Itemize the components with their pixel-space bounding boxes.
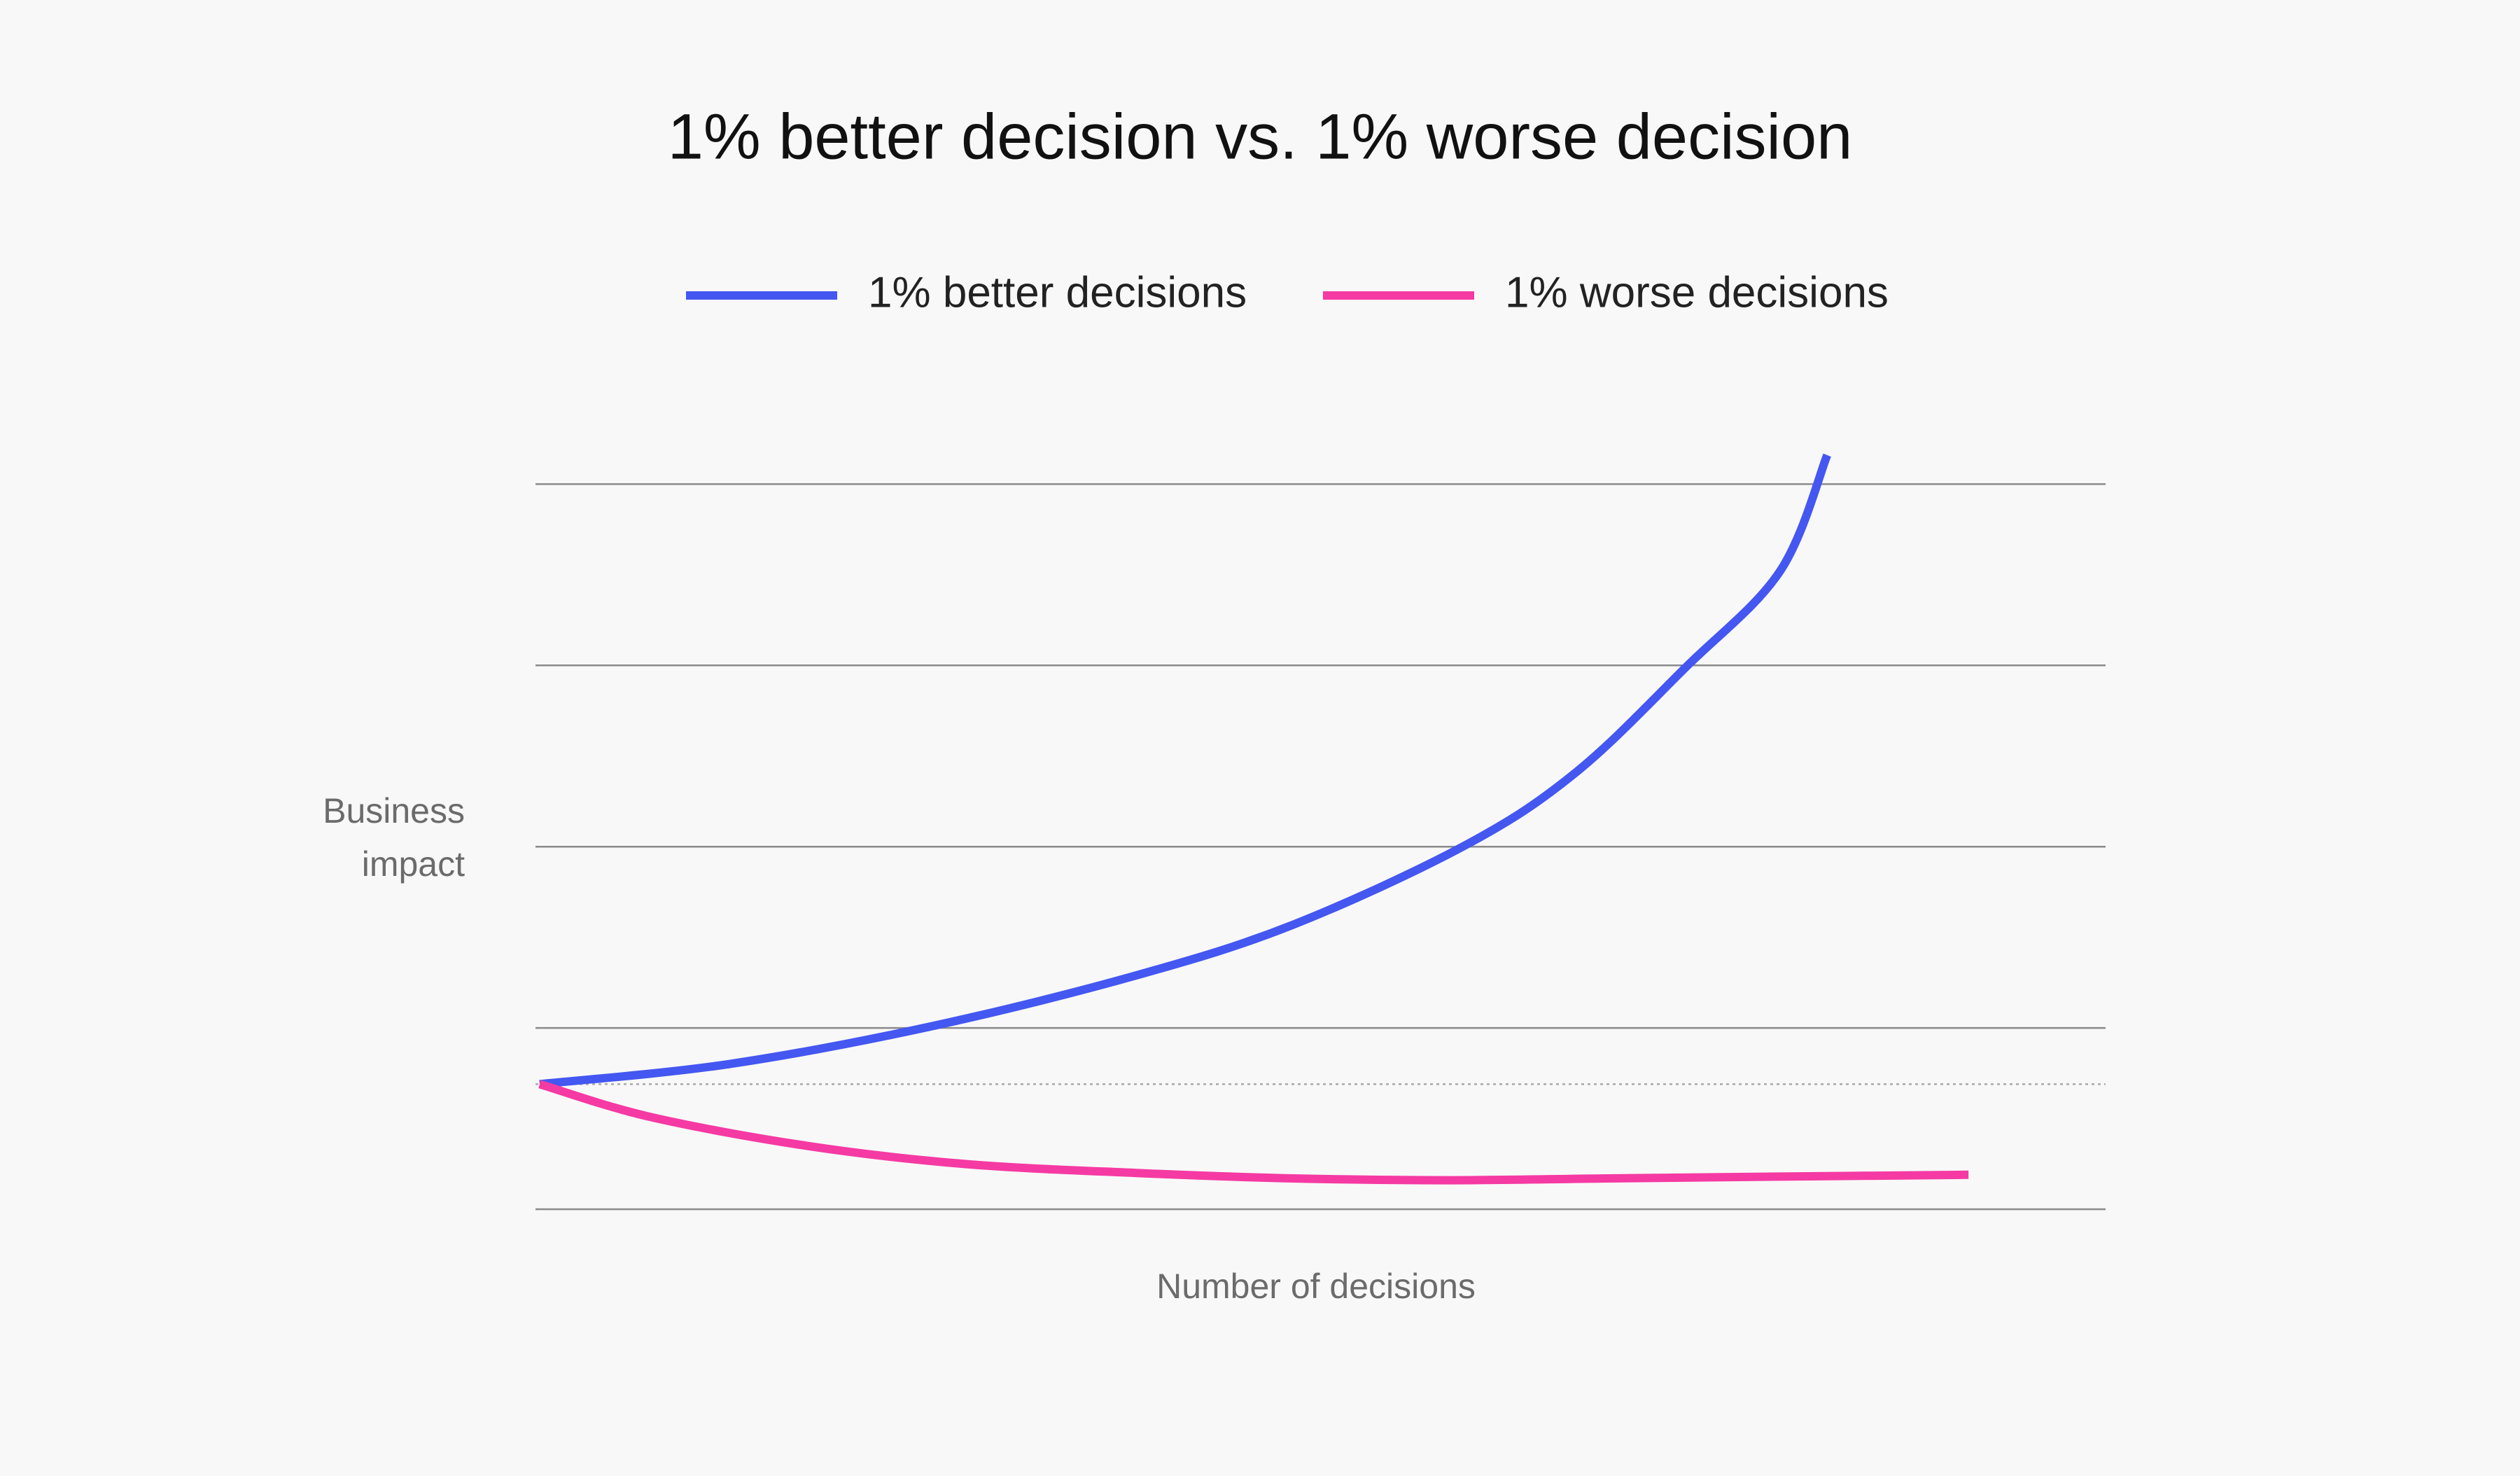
series-line [539, 453, 1831, 1089]
series-line [538, 1080, 1969, 1185]
legend-label: 1% better decisions [868, 268, 1247, 316]
legend-label: 1% worse decisions [1505, 268, 1889, 316]
chart-title: 1% better decision vs. 1% worse decision [668, 101, 1853, 172]
x-axis-label: Number of decisions [1156, 1267, 1476, 1306]
y-axis-label: Business impact [323, 791, 465, 884]
